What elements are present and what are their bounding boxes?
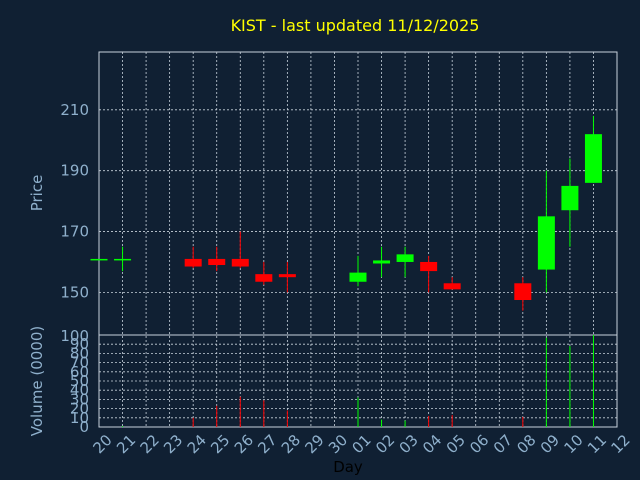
candle-body	[255, 274, 273, 282]
candle-body	[537, 216, 555, 270]
candle-bodies	[90, 134, 602, 301]
candle-body	[420, 261, 438, 272]
chart-title: KIST - last updated 11/12/2025	[231, 16, 480, 35]
candle-body	[184, 258, 202, 267]
candle-body	[90, 258, 108, 261]
volume-bars	[122, 335, 594, 427]
volume-tick-label: 20	[70, 400, 89, 418]
volume-axis-label: Volume (0000)	[28, 326, 46, 436]
candle-body	[584, 134, 602, 183]
candle-body	[443, 283, 461, 290]
price-tick-label: 150	[60, 283, 89, 301]
x-tick-label: 27	[254, 431, 280, 457]
candle-wicks	[122, 115, 594, 311]
x-tick-label: 05	[443, 431, 469, 457]
x-tick-label: 07	[490, 431, 516, 457]
x-tick-label: 08	[513, 431, 539, 457]
x-tick-label: 25	[207, 431, 233, 457]
x-tick-label: 04	[419, 431, 445, 457]
x-tick-label: 26	[231, 431, 257, 457]
volume-tick-label: 30	[70, 390, 89, 408]
price-axis-label: Price	[28, 175, 46, 212]
volume-tick-label: 0	[79, 418, 89, 436]
x-tick-label: 24	[184, 431, 210, 457]
candle-body	[349, 272, 367, 282]
price-tick-label: 100	[60, 327, 89, 345]
price-tick-label: 190	[60, 162, 89, 180]
x-tick-label: 21	[113, 431, 139, 457]
x-tick-label: 06	[466, 431, 492, 457]
x-tick-label: 11	[584, 431, 610, 457]
x-tick-label: 29	[301, 431, 327, 457]
x-tick-label: 22	[137, 431, 163, 457]
x-tick-label: 01	[349, 431, 375, 457]
tick-labels: 2021222324252627282930010203040506070809…	[60, 101, 633, 457]
candle-body	[514, 283, 532, 301]
volume-tick-label: 50	[70, 372, 89, 390]
volume-tick-label: 40	[70, 381, 89, 399]
price-tick-label: 210	[60, 101, 89, 119]
candle-body	[231, 258, 249, 267]
candle-body	[373, 260, 391, 264]
x-tick-label: 23	[160, 431, 186, 457]
x-tick-label: 09	[537, 431, 563, 457]
candle-body	[208, 258, 226, 266]
candle-body	[114, 258, 132, 261]
x-tick-label: 12	[608, 431, 634, 457]
price-tick-label: 170	[60, 223, 89, 241]
x-tick-label: 02	[372, 431, 398, 457]
candle-body	[278, 274, 296, 278]
candle-body	[396, 254, 414, 262]
volume-tick-label: 80	[70, 344, 89, 362]
x-axis-label: Day	[333, 458, 363, 476]
volume-tick-label: 10	[70, 409, 89, 427]
volume-tick-label: 90	[70, 335, 89, 353]
candle-body	[561, 185, 579, 211]
volume-tick-label: 60	[70, 363, 89, 381]
x-tick-label: 10	[560, 431, 586, 457]
x-tick-label: 30	[325, 431, 351, 457]
x-tick-label: 03	[396, 431, 422, 457]
volume-tick-label: 70	[70, 354, 89, 372]
x-tick-label: 28	[278, 431, 304, 457]
x-tick-label: 20	[90, 431, 116, 457]
